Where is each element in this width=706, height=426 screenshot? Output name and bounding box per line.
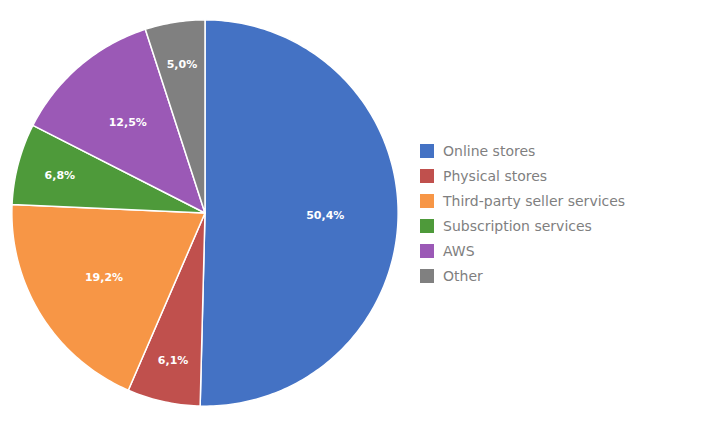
svg-text:6,8%: 6,8% [45, 169, 76, 182]
html-text:Online stores: Online stores [443, 142, 536, 159]
html-text:Physical stores: Physical stores [443, 167, 548, 184]
svg-text:50,4%: 50,4% [306, 209, 344, 222]
svg-text:6,1%: 6,1% [158, 354, 189, 367]
html-text:Subscription services: Subscription services [443, 217, 592, 234]
html-text:AWS: AWS [443, 242, 475, 259]
svg-text:12,5%: 12,5% [109, 116, 147, 129]
html-text:Third-party seller services: Third-party seller services [443, 192, 626, 209]
svg-text:19,2%: 19,2% [85, 271, 123, 284]
svg-text:5,0%: 5,0% [167, 58, 198, 71]
html-text:Other: Other [443, 267, 483, 284]
